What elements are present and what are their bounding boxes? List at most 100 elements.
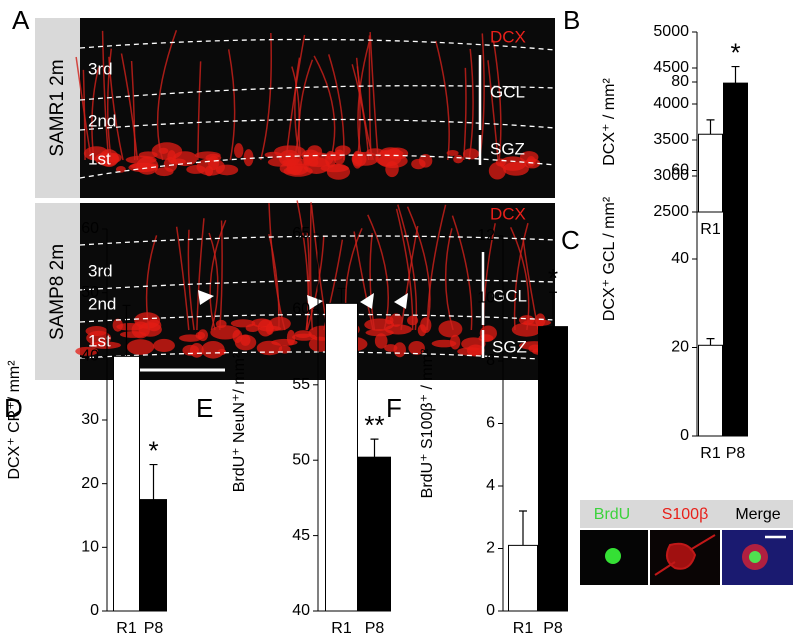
y-tick-label: 50 (81, 284, 99, 301)
dcx-process (435, 40, 450, 161)
dcx-cell (89, 341, 121, 349)
y-tick-label: 30 (81, 411, 99, 428)
dcx-cell (326, 163, 351, 180)
dcx-process (219, 220, 223, 331)
dcx-cell (136, 157, 159, 175)
dcx-cell (379, 149, 404, 158)
inset-header (580, 500, 793, 528)
dcx-process (259, 32, 272, 161)
dcx-process (306, 235, 325, 331)
error-bar (337, 287, 346, 304)
dcx-cell (233, 143, 244, 159)
dcx-cell (466, 344, 485, 357)
y-tick-label: 45 (292, 527, 310, 544)
y-tick-label: 10 (81, 539, 99, 556)
error-bar (731, 65, 740, 84)
y-tick-label: 50 (292, 451, 310, 468)
dcx-process (91, 67, 100, 161)
y-tick-label: 60 (81, 220, 99, 237)
layer-label: 3rd (88, 261, 113, 280)
channel-label: S100β (662, 506, 709, 523)
significance: * (148, 435, 158, 465)
bar (698, 344, 723, 437)
bar (325, 302, 358, 612)
dcx-cell (207, 155, 220, 171)
dcx-process (369, 233, 376, 331)
y-tick-label: 10 (477, 290, 495, 307)
x-tick-label: R1 (700, 221, 721, 238)
y-tick-label: 8 (486, 352, 495, 369)
panel-label: D (4, 393, 23, 423)
y-tick-label: 4 (486, 477, 495, 494)
layer-label: 3rd (88, 59, 113, 78)
dcx-cell (462, 148, 480, 160)
dcx-cell (446, 150, 459, 157)
y-axis-label: DCX⁺ / mm² (601, 78, 618, 166)
error-bar (706, 119, 715, 135)
dcx-cell (215, 164, 239, 176)
panel-a: A SAMR1 2m SAMP8 2m DCX DCX 3rd (12, 5, 556, 380)
group-strip (35, 18, 80, 198)
dcx-process (156, 29, 178, 161)
panel-label: A (12, 5, 30, 35)
y-tick-label: 60 (292, 301, 310, 318)
y-tick-label: 0 (680, 427, 689, 444)
dcx-process (522, 239, 539, 331)
bar (140, 499, 167, 612)
dcx-cell (393, 342, 406, 358)
y-tick-label: 55 (292, 376, 310, 393)
y-tick-label: 0 (486, 602, 495, 619)
bar (723, 178, 748, 437)
significance: * (730, 93, 740, 123)
dcx-process (367, 214, 389, 331)
dcx-cell (138, 322, 162, 337)
dcx-process (108, 56, 124, 161)
dcx-process (175, 226, 190, 331)
panel-label: B (563, 5, 580, 35)
y-tick-label: 60 (671, 162, 689, 179)
panel-label: C (561, 225, 580, 255)
dcx-cell (243, 149, 254, 167)
channel-label: BrdU (594, 506, 630, 523)
y-tick-label: 40 (81, 348, 99, 365)
dcx-cell (230, 319, 256, 328)
y-axis-label: DCX⁺ GCL / mm² (601, 196, 618, 321)
dcx-process (291, 66, 300, 161)
dcx-cell (153, 338, 175, 353)
dcx-process (492, 40, 502, 161)
dcx-process (268, 203, 286, 331)
dcx-process (426, 204, 447, 331)
dcx-cell (282, 158, 312, 166)
dcx-process (327, 54, 345, 161)
bar (538, 326, 568, 612)
y-tick-label: 2500 (653, 203, 689, 220)
dcx-process (298, 59, 314, 161)
dcx-cell (418, 154, 433, 168)
y-tick-label: 12 (477, 227, 495, 244)
x-tick-label: P8 (144, 620, 164, 637)
dcx-cell (215, 319, 227, 329)
error-bar (519, 510, 527, 546)
dcx-process (145, 235, 158, 331)
dcx-process (406, 206, 431, 331)
error-bar (549, 291, 557, 327)
dcx-cell (326, 151, 343, 161)
x-tick-label: P8 (543, 620, 563, 637)
x-tick-label: R1 (513, 620, 534, 637)
dcx-process (101, 30, 110, 161)
dcx-cell (182, 344, 200, 356)
region-bars (130, 55, 485, 372)
y-tick-label: 5000 (653, 23, 689, 40)
significance: ** (364, 410, 384, 440)
layer-label: 1st (88, 149, 111, 168)
dcx-process (197, 61, 202, 161)
dcx-process (187, 229, 195, 331)
dcx-signal (75, 29, 552, 359)
dcx-cell (201, 340, 225, 359)
y-tick-label: 4500 (653, 59, 689, 76)
dcx-process (208, 232, 219, 331)
error-bar (706, 338, 715, 346)
group-label: SAMR1 2m (47, 59, 68, 156)
region-label: SGZ (490, 139, 525, 158)
error-bar (149, 463, 158, 500)
